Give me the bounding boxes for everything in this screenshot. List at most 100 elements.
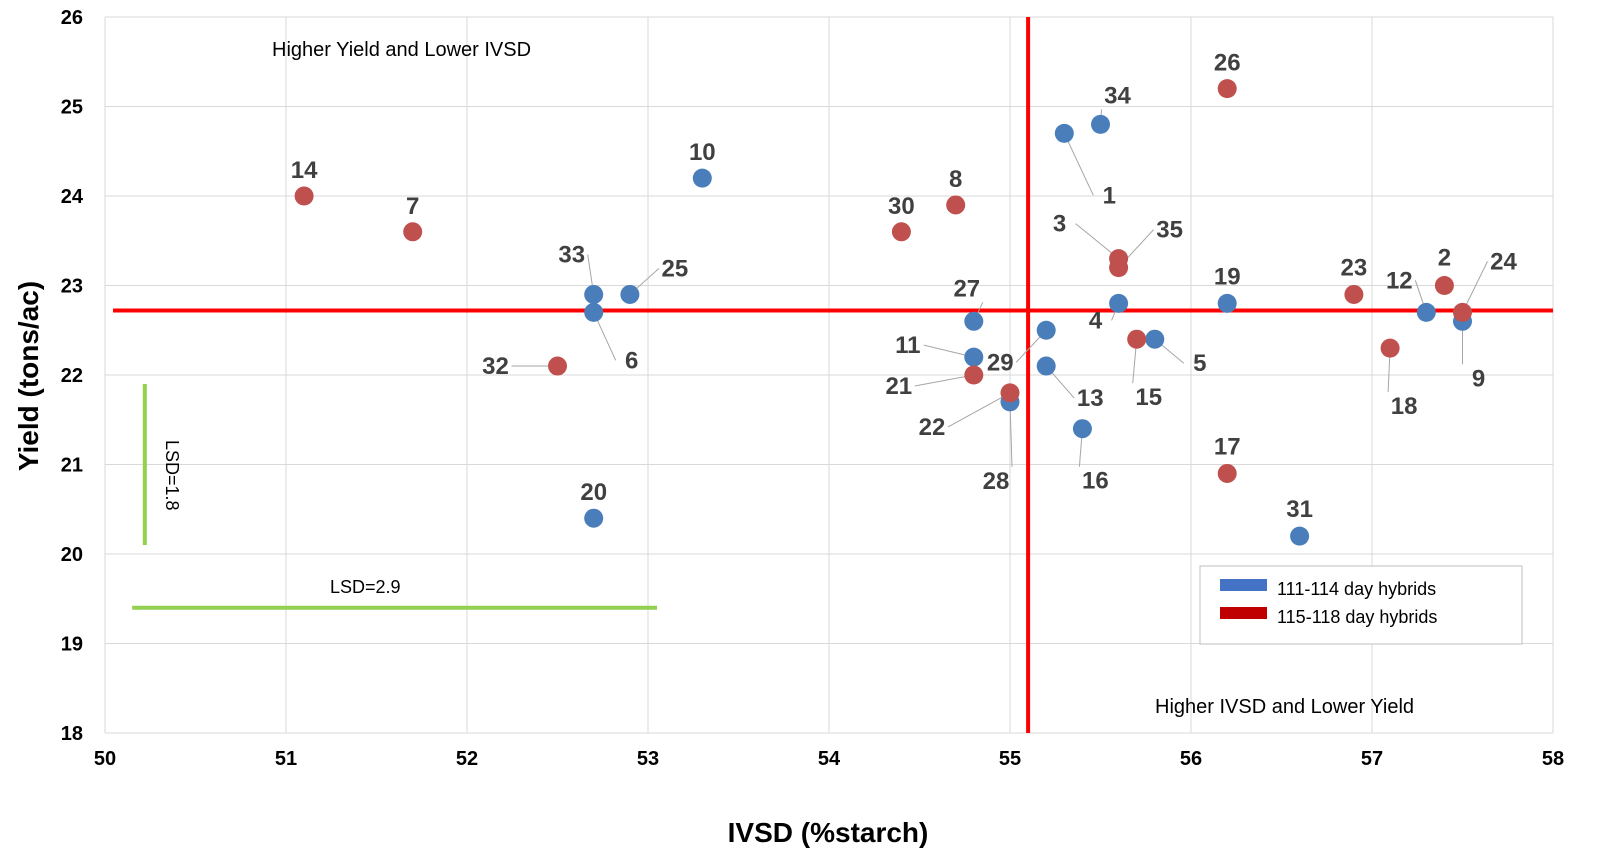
data-point-15	[1127, 329, 1147, 349]
data-point-29	[1036, 320, 1056, 340]
leader-line-21	[914, 374, 974, 387]
data-point-4	[1109, 293, 1129, 313]
legend: 111-114 day hybrids 115-118 day hybrids	[1199, 565, 1523, 645]
point-label-1: 1	[1103, 182, 1116, 209]
data-point-21	[964, 365, 984, 385]
x-tick-label: 57	[1361, 748, 1383, 770]
point-label-26: 26	[1214, 50, 1241, 77]
x-axis-title: IVSD (%starch)	[728, 817, 929, 848]
y-axis-title: Yield (tons/ac)	[13, 281, 44, 471]
grid-lines	[104, 16, 1554, 734]
data-point-23	[1344, 284, 1364, 304]
data-point-13	[1036, 356, 1056, 376]
reference-lines	[113, 17, 1553, 733]
point-label-34: 34	[1104, 82, 1131, 109]
data-point-19	[1217, 293, 1237, 313]
data-point-31	[1290, 526, 1310, 546]
x-tick-label: 52	[456, 748, 478, 770]
leader-line-22	[947, 392, 1011, 428]
data-point-7	[403, 222, 423, 242]
lsd-x-label: LSD=2.9	[330, 577, 401, 597]
data-point-24	[1453, 302, 1472, 322]
legend-swatch-115-118	[1220, 607, 1267, 619]
data-points	[294, 79, 1472, 546]
quadrant-label-top-left: Higher Yield and Lower IVSD	[272, 39, 531, 61]
x-tick-label: 56	[1180, 748, 1202, 770]
y-tick-label: 21	[61, 455, 83, 477]
legend-label-111-114: 111-114 day hybrids	[1277, 579, 1436, 599]
y-tick-label: 20	[61, 544, 83, 566]
point-labels: 1341033256202711282913164519311291473230…	[291, 50, 1518, 523]
point-label-14: 14	[291, 157, 318, 184]
point-label-13: 13	[1077, 385, 1104, 412]
point-label-16: 16	[1082, 468, 1109, 495]
y-tick-label: 24	[61, 186, 84, 208]
x-tick-label: 51	[275, 748, 297, 770]
data-point-14	[294, 186, 314, 206]
legend-label-115-118: 115-118 day hybrids	[1277, 607, 1437, 627]
axis-titles: IVSD (%starch) Yield (tons/ac)	[13, 281, 928, 848]
x-tick-label: 53	[637, 748, 659, 770]
point-label-23: 23	[1341, 254, 1368, 281]
label-leader-lines	[511, 109, 1488, 467]
data-point-26	[1217, 79, 1237, 99]
lsd-y-label: LSD=1.8	[162, 440, 182, 511]
data-point-6	[584, 302, 604, 322]
data-point-20	[584, 508, 604, 528]
point-label-2: 2	[1438, 245, 1451, 272]
data-point-35	[1109, 258, 1129, 278]
point-label-30: 30	[888, 193, 915, 220]
point-label-27: 27	[953, 275, 980, 302]
data-point-17	[1217, 463, 1237, 483]
point-label-19: 19	[1214, 263, 1241, 290]
point-label-18: 18	[1391, 393, 1418, 420]
data-point-2	[1434, 276, 1454, 295]
y-tick-label: 18	[61, 723, 83, 745]
x-tick-label: 55	[999, 748, 1021, 770]
point-label-12: 12	[1386, 267, 1413, 294]
legend-swatch-111-114	[1220, 579, 1267, 591]
leader-line-1	[1063, 133, 1094, 196]
point-label-24: 24	[1490, 248, 1517, 275]
quadrant-label-bottom-right: Higher IVSD and Lower Yield	[1155, 696, 1414, 718]
point-label-4: 4	[1089, 307, 1103, 334]
leader-line-28	[1009, 401, 1013, 467]
point-label-35: 35	[1156, 217, 1183, 244]
data-point-18	[1380, 338, 1400, 358]
x-tick-label: 54	[818, 748, 841, 770]
data-point-5	[1145, 329, 1165, 349]
point-label-3: 3	[1053, 211, 1066, 238]
point-label-11: 11	[895, 332, 920, 359]
point-label-8: 8	[949, 166, 962, 193]
y-tick-label: 22	[61, 365, 83, 387]
point-label-29: 29	[987, 349, 1014, 376]
point-label-7: 7	[406, 193, 419, 220]
point-label-22: 22	[919, 414, 946, 441]
point-label-17: 17	[1214, 433, 1241, 460]
point-label-33: 33	[558, 241, 585, 268]
point-label-6: 6	[625, 347, 638, 374]
point-label-5: 5	[1193, 350, 1206, 377]
y-tick-label: 25	[61, 97, 83, 119]
data-point-27	[964, 311, 984, 331]
data-point-8	[946, 195, 966, 215]
data-point-12	[1416, 302, 1436, 322]
point-label-25: 25	[662, 255, 689, 282]
x-tick-label: 50	[94, 748, 116, 770]
y-tick-label: 23	[61, 276, 83, 298]
point-label-15: 15	[1135, 384, 1162, 411]
x-tick-label: 58	[1542, 748, 1564, 770]
data-point-22	[1000, 383, 1020, 403]
data-point-32	[548, 356, 567, 376]
y-tick-label: 26	[61, 7, 83, 29]
data-point-10	[692, 168, 712, 188]
data-point-30	[891, 222, 911, 242]
legend-box	[1199, 565, 1523, 645]
data-point-11	[964, 347, 984, 367]
point-label-32: 32	[482, 353, 509, 380]
point-label-28: 28	[983, 468, 1010, 495]
point-label-31: 31	[1286, 496, 1313, 523]
